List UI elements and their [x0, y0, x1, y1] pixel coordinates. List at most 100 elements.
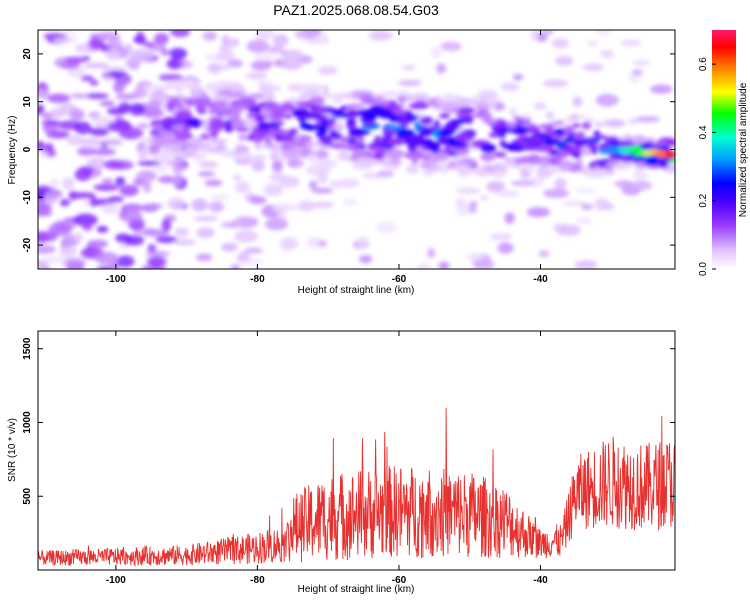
- spectral-noise: [234, 230, 259, 243]
- spectral-noise: [148, 142, 160, 154]
- snr-panel: -100 -80 -60 -40 500 1000 1500 Height of stra…: [7, 330, 676, 595]
- spectral-ridge: [188, 82, 200, 90]
- spectral-noise: [239, 258, 264, 265]
- spectral-noise: [234, 181, 251, 193]
- spectral-ridge: [593, 129, 601, 138]
- spectral-ridge: [500, 143, 519, 149]
- spectral-peak: [633, 152, 644, 157]
- spectral-ridge: [291, 108, 310, 118]
- spectral-ridge: [571, 123, 581, 128]
- spectral-ridge: [346, 118, 357, 125]
- spectral-ridge: [410, 101, 430, 110]
- spectral-ridge: [527, 135, 546, 146]
- spectral-ridge: [511, 125, 529, 135]
- spectral-noise: [141, 265, 167, 269]
- spectral-ridge: [264, 87, 273, 93]
- spectral-ridge: [451, 163, 470, 171]
- colorbar-gradient: [712, 30, 736, 269]
- spectral-ridge: [173, 97, 180, 105]
- spectral-noise: [49, 179, 60, 188]
- spectral-ridge: [491, 170, 509, 177]
- spectral-ridge: [506, 121, 517, 129]
- spectral-noise: [489, 233, 513, 240]
- spectral-ridge: [504, 157, 516, 163]
- spectral-peak: [657, 154, 666, 158]
- spectral-ridge: [643, 156, 662, 166]
- spectral-ridge: [283, 113, 293, 119]
- spectral-noise: [137, 147, 149, 161]
- spectral-noise: [118, 102, 131, 114]
- spectral-noise: [318, 240, 327, 248]
- spectral-noise: [84, 93, 109, 100]
- spectral-ridge: [253, 105, 262, 114]
- spectral-noise: [271, 160, 283, 172]
- spectral-ridge: [223, 149, 235, 156]
- spectral-ridge: [576, 114, 587, 120]
- spectral-noise: [339, 178, 360, 188]
- spectral-noise: [469, 201, 478, 208]
- x-tick-label: -60: [392, 575, 407, 586]
- spectral-noise: [574, 259, 598, 269]
- spectral-noise: [147, 243, 157, 253]
- spectral-noise: [137, 160, 162, 166]
- spectral-ridge: [561, 159, 572, 170]
- snr-x-label: Height of straight line (km): [298, 584, 415, 595]
- spectral-ridge: [281, 149, 302, 159]
- spectral-noise: [377, 170, 395, 178]
- spectral-ridge: [321, 119, 329, 126]
- spectral-ridge: [216, 102, 228, 111]
- spectral-noise: [208, 62, 222, 74]
- spectral-ridge: [176, 85, 183, 94]
- spectral-noise: [311, 201, 335, 209]
- spectral-ridge: [384, 163, 401, 170]
- snr-y-label: SNR (10 * v/v): [7, 418, 18, 482]
- spectral-noise: [317, 171, 328, 184]
- spectral-noise: [101, 178, 114, 184]
- spectral-ridge: [274, 132, 285, 143]
- spectral-ridge: [472, 113, 483, 118]
- chart-title: PAZ1.2025.068.08.54.G03: [273, 2, 439, 18]
- spectral-peak: [607, 146, 618, 150]
- spectral-ridge: [162, 104, 169, 110]
- spectral-ridge: [499, 133, 506, 138]
- spectral-ridge: [328, 129, 338, 136]
- spectral-ridge: [199, 133, 211, 140]
- spectral-ridge: [512, 115, 522, 120]
- spectral-noise: [38, 88, 50, 100]
- spectral-ridge: [162, 144, 181, 151]
- spectral-noise: [174, 227, 189, 237]
- spectral-ridge: [207, 109, 219, 115]
- spectral-noise: [317, 66, 338, 75]
- x-tick-label: -100: [106, 274, 126, 285]
- spectrogram-x-axis: -100 -80 -60 -40: [106, 30, 548, 285]
- spectral-ridge: [378, 157, 391, 166]
- spectral-noise: [627, 118, 640, 124]
- spectral-noise: [59, 198, 71, 207]
- spectral-noise: [221, 242, 238, 252]
- spectral-ridge: [436, 135, 450, 145]
- spectral-noise: [172, 161, 185, 174]
- spectral-noise: [251, 159, 266, 172]
- spectral-noise: [541, 30, 554, 35]
- spectral-ridge: [385, 125, 403, 130]
- spectral-noise: [246, 39, 269, 53]
- spectral-noise: [158, 73, 183, 82]
- spectral-ridge: [395, 90, 410, 97]
- spectral-noise: [204, 179, 223, 187]
- spectral-noise: [486, 180, 506, 193]
- spectral-ridge: [185, 98, 196, 107]
- spectral-noise: [510, 180, 535, 186]
- y-tick-label: -20: [22, 237, 33, 252]
- spectral-noise: [40, 152, 49, 159]
- spectral-ridge: [320, 107, 337, 113]
- spectral-noise: [272, 204, 283, 213]
- spectral-noise: [166, 59, 183, 70]
- spectral-ridge: [230, 116, 240, 123]
- spectral-noise: [278, 175, 300, 188]
- spectral-noise: [145, 251, 171, 257]
- spectral-ridge: [400, 129, 415, 136]
- spectral-ridge: [303, 83, 324, 92]
- spectral-ridge: [483, 119, 498, 125]
- spectral-noise: [136, 170, 157, 182]
- spectral-ridge: [338, 92, 350, 99]
